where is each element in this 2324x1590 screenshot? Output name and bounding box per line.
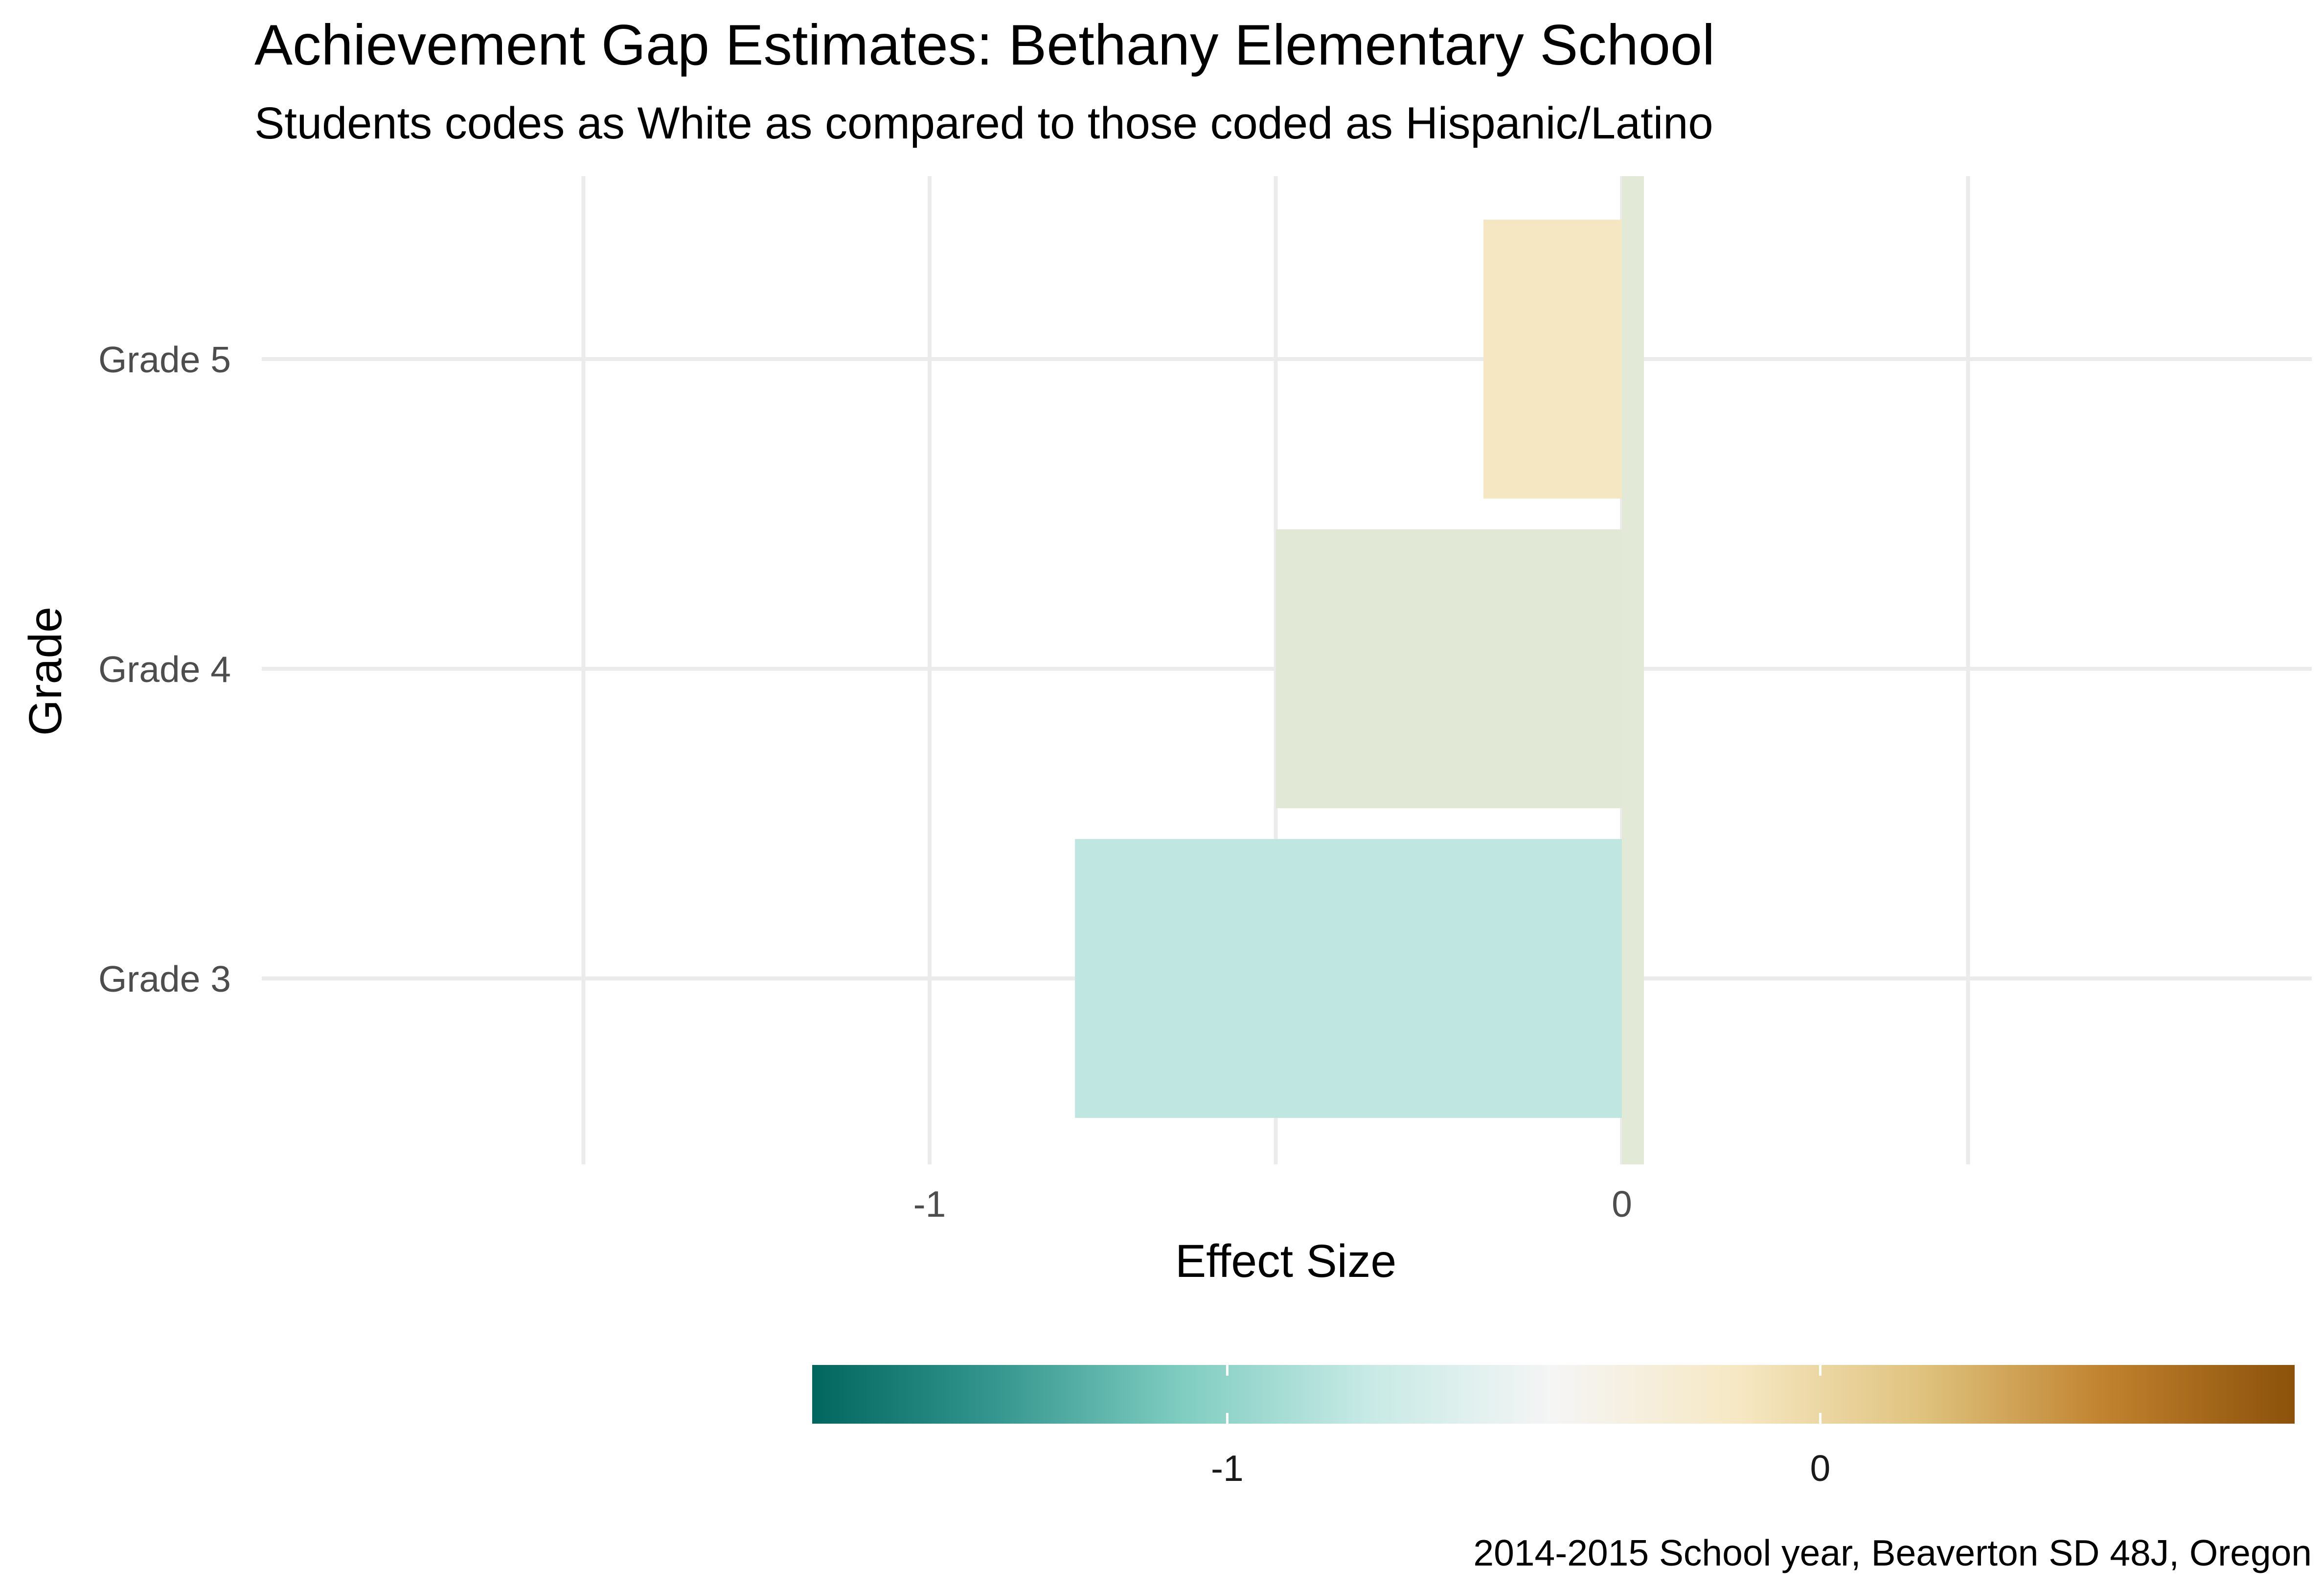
bar-grade-4: [1276, 529, 1622, 808]
colorbar-tick-label: 0: [1810, 1448, 1831, 1489]
bar-grade-5: [1483, 220, 1622, 499]
colorbar-gradient: [812, 1365, 2295, 1424]
chart-title: Achievement Gap Estimates: Bethany Eleme…: [254, 13, 1715, 77]
y-tick-label: Grade 4: [98, 649, 231, 690]
colorbar-tick-label: -1: [1211, 1448, 1244, 1489]
y-tick-label: Grade 5: [98, 339, 231, 380]
chart-subtitle: Students codes as White as compared to t…: [254, 98, 1713, 148]
color-legend: -1 0: [812, 1365, 2295, 1489]
y-axis-title: Grade: [20, 607, 71, 736]
zero-reference-line: [1622, 176, 1644, 1164]
x-axis-title: Effect Size: [1175, 1235, 1396, 1287]
x-axis-tick-labels: -1 0: [913, 1183, 1632, 1225]
bar-grade-3: [1075, 839, 1622, 1118]
x-tick-label: -1: [913, 1183, 946, 1225]
chart-caption: 2014-2015 School year, Beaverton SD 48J,…: [1473, 1532, 2312, 1573]
y-tick-label: Grade 3: [98, 958, 231, 999]
bars: [1075, 176, 1644, 1164]
x-tick-label: 0: [1612, 1183, 1632, 1225]
y-axis-tick-labels: Grade 3 Grade 4 Grade 5: [98, 339, 231, 999]
